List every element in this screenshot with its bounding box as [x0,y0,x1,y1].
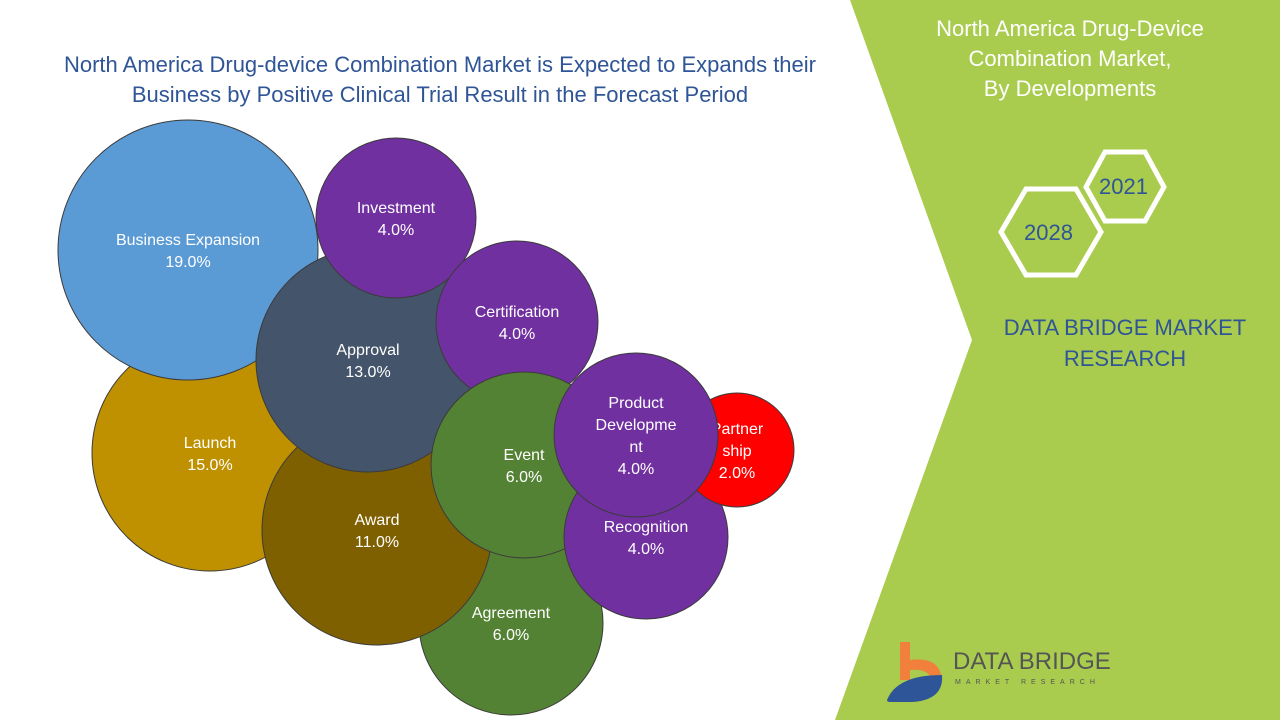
bubble-label: Partner [711,421,764,438]
title-line: Business by Positive Clinical Trial Resu… [131,82,749,107]
bubble-label: Agreement [472,605,551,622]
bubble-value: 4.0% [628,541,664,558]
bubble-label: nt [629,439,643,456]
bubble-business-expansion: Business Expansion 19.0% [57,119,319,381]
bubble-value: 4.0% [499,326,535,343]
hexagon-2028 [998,186,1104,278]
bubble-label: Developme [596,417,677,434]
side-panel-background [835,0,1280,720]
main-title: North America Drug-device Combination Ma… [10,50,870,110]
side-title-line: Combination Market, [968,46,1172,71]
brand-line: DATA BRIDGE MARKET [1003,315,1247,340]
brand-name: DATA BRIDGE MARKET RESEARCH [985,312,1265,374]
bubble-circle [553,352,719,518]
bubble-circle [315,137,477,299]
bubble-value: 19.0% [165,254,210,271]
bubble-productdevelopment: Product Developme nt 4.0% [553,352,719,518]
bubble-circle [57,119,319,381]
side-panel-title: North America Drug-Device Combination Ma… [890,14,1250,104]
logo-mark [887,642,943,702]
logo-subtext: MARKET RESEARCH [955,679,1100,686]
bubble-label: Investment [357,200,436,217]
side-title-line: North America Drug-Device [936,16,1204,41]
bubble-label: Business Expansion [116,232,260,249]
bubble-label: Recognition [604,519,689,536]
year-2021-label: 2021 [1099,174,1148,199]
bubble-label: Award [354,512,399,529]
bubble-label: ship [722,443,751,460]
bubble-value: 11.0% [355,534,399,551]
bubble-label: Approval [336,342,399,359]
bubble-label: Product [608,395,664,412]
bubble-label: Event [504,447,545,464]
bubble-label: Certification [475,304,559,321]
bubble-investment: Investment 4.0% [315,137,477,299]
bubble-value: 13.0% [345,364,390,381]
title-line: North America Drug-device Combination Ma… [63,52,816,77]
hexagon-2021 [1083,149,1167,224]
bubble-value: 4.0% [378,222,414,239]
bubble-value: 6.0% [493,627,529,644]
bubble-value: 4.0% [618,461,654,478]
brand-line: RESEARCH [1063,346,1187,371]
bubble-value: 6.0% [506,469,542,486]
bubble-certification: Certification 4.0% [435,240,599,404]
side-title-line: By Developments [983,76,1157,101]
bubble-value: 15.0% [187,457,232,474]
year-2028-label: 2028 [1024,220,1073,245]
bubble-value: 2.0% [719,465,755,482]
logo-text: DATA BRIDGE [953,648,1111,675]
bubble-label: Launch [184,435,237,452]
